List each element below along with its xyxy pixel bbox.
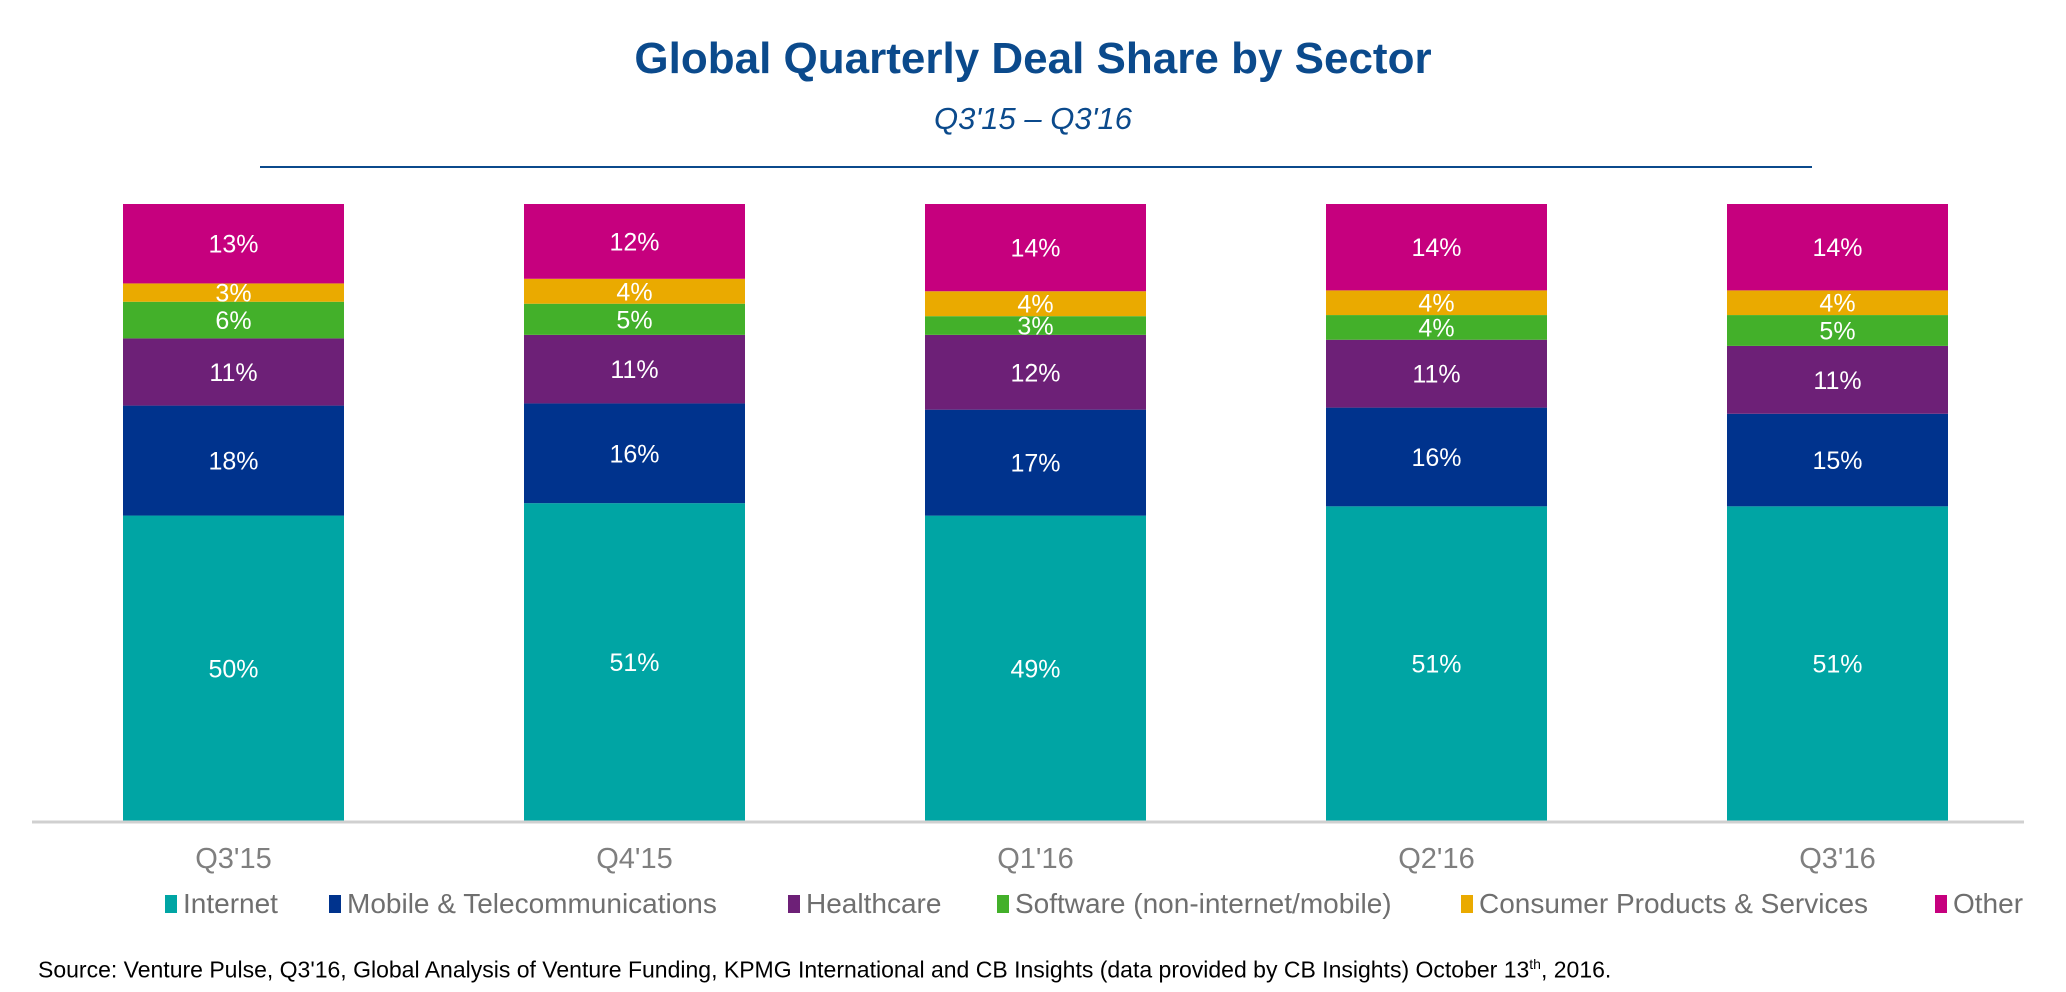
x-tick-label: Q1'16 [997,843,1073,875]
data-label: 11% [209,359,257,387]
bar-segment [925,204,1146,292]
data-label: 16% [1411,444,1461,472]
bar-segment [524,303,745,335]
data-label: 14% [1411,234,1461,262]
data-label: 51% [1812,651,1862,679]
chart-title: Global Quarterly Deal Share by Sector [634,34,1432,83]
bar-segment [1727,413,1948,507]
bar-segment [1326,204,1547,291]
legend-swatch [165,895,177,913]
data-label: 4% [1819,290,1855,318]
legend-swatch [1461,895,1473,913]
legend-label: Mobile & Telecommunications [347,888,717,919]
data-label: 6% [215,307,251,335]
data-label: 5% [616,306,652,334]
bar-segment [925,515,1146,821]
legend-item: Healthcare [788,888,941,920]
bar-segment [123,204,344,284]
data-label: 12% [609,228,659,256]
legend-item: Consumer Products & Services [1461,888,1868,920]
legend-swatch [329,895,341,913]
data-label: 13% [208,231,258,259]
bar-segment [1727,315,1948,346]
legend-swatch [997,895,1009,913]
bar-segment [1326,290,1547,316]
data-label: 51% [1411,651,1461,679]
chart-subtitle: Q3'15 – Q3'16 [934,101,1132,136]
data-label: 3% [1017,313,1053,341]
x-tick-label: Q3'15 [195,843,271,875]
bar-segment [123,515,344,821]
data-label: 49% [1010,655,1060,683]
data-label: 11% [1813,367,1861,395]
source-note: Source: Venture Pulse, Q3'16, Global Ana… [38,956,1611,984]
data-label: 3% [215,280,251,308]
bar-segment [524,403,745,504]
bar-segment [1326,506,1547,821]
legend-label: Internet [183,888,278,919]
data-label: 15% [1812,447,1862,475]
data-label: 4% [1418,314,1454,342]
source-text-end: , 2016. [1540,956,1612,983]
data-label: 11% [1412,361,1460,389]
data-label: 4% [1418,290,1454,318]
data-label: 4% [616,278,652,306]
bar-segment [123,301,344,339]
legend-item: Mobile & Telecommunications [329,888,717,920]
data-label: 14% [1010,235,1060,263]
x-tick-label: Q2'16 [1398,843,1474,875]
bar-segment [925,316,1146,335]
data-label: 17% [1010,450,1060,478]
legend-item: Software (non-internet/mobile) [997,888,1392,920]
legend-label: Other [1953,888,2024,919]
bar-segment [524,503,745,821]
data-label: 4% [1017,291,1053,319]
data-label: 14% [1812,234,1862,262]
data-label: 12% [1010,359,1060,387]
bar-segment [1727,204,1948,291]
legend-swatch [788,895,800,913]
data-label: 16% [609,440,659,468]
legend-item: Internet [165,888,278,920]
bar-segment [925,409,1146,516]
legend-label: Software (non-internet/mobile) [1015,888,1392,919]
bar-segment [524,204,745,279]
bar-segment [524,334,745,404]
title-divider [260,166,1812,168]
bar-segment [1326,315,1547,340]
stacked-bar-chart: 50%18%11%6%3%13%Q3'1551%16%11%5%4%12%Q4'… [32,204,2024,875]
bar-segment [123,283,344,302]
data-label: 51% [609,649,659,677]
bar-segment [1727,506,1948,821]
bar-segment [123,338,344,406]
legend-swatch [1935,895,1947,913]
legend-label: Healthcare [806,888,942,919]
data-label: 11% [610,356,658,384]
bar-segment [925,334,1146,410]
bar-segment [1727,290,1948,316]
legend-item: Other [1935,888,2023,920]
x-tick-label: Q3'16 [1799,843,1875,875]
bar-segment [1326,339,1547,408]
bar-segment [1326,407,1547,507]
data-label: 50% [208,655,258,683]
bar-segment [925,291,1146,317]
legend-label: Consumer Products & Services [1479,888,1869,919]
bar-segment [524,278,745,304]
bar-segment [123,405,344,516]
x-tick-label: Q4'15 [596,843,672,875]
bar-segment [1727,345,1948,414]
source-text: Source: Venture Pulse, Q3'16, Global Ana… [38,956,1530,983]
data-label: 5% [1819,317,1855,345]
source-superscript: th [1529,956,1541,972]
data-label: 18% [208,448,258,476]
